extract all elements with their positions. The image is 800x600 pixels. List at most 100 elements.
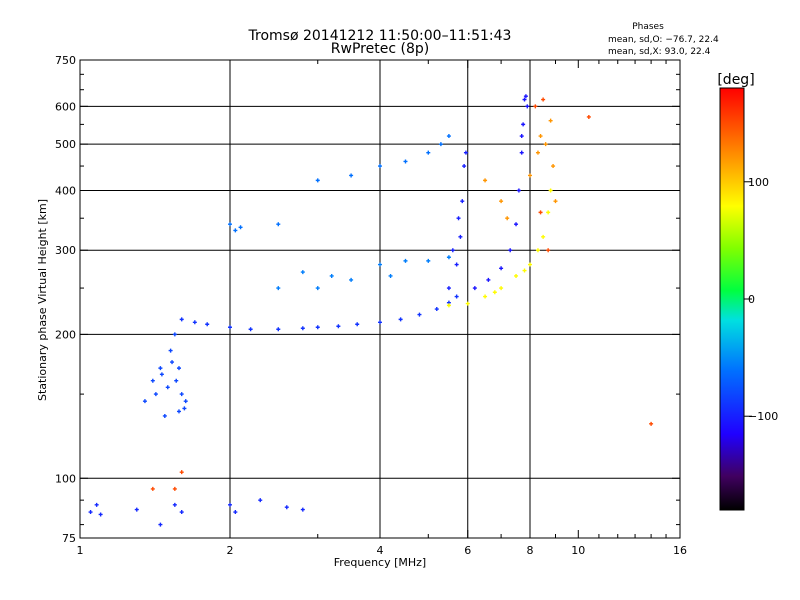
data-point: [538, 134, 543, 139]
data-point: [463, 150, 468, 155]
data-point: [541, 97, 546, 102]
y-tick-label: 750: [55, 54, 76, 67]
data-point: [329, 273, 334, 278]
colorbar: [719, 87, 745, 511]
colorbar-tick-label: 100: [748, 176, 769, 189]
data-point: [300, 507, 305, 512]
x-tick-label: 6: [464, 544, 471, 557]
data-point: [426, 258, 431, 263]
y-tick-label: 500: [55, 138, 76, 151]
axis-ticks: [79, 59, 681, 539]
data-point: [176, 409, 181, 414]
data-point: [284, 505, 289, 510]
data-point: [182, 406, 187, 411]
data-point: [315, 286, 320, 291]
y-tick-label: 300: [55, 244, 76, 257]
legend-line-x: mean, sd,X: 93.0, 22.4: [608, 47, 711, 57]
chart-title: Tromsø 20141212 11:50:00–11:51:43: [248, 28, 512, 44]
data-point: [205, 322, 210, 327]
y-tick-label: 75: [62, 532, 76, 545]
data-point: [315, 325, 320, 330]
data-point: [258, 498, 263, 503]
colorbar-label: [deg]: [717, 72, 754, 88]
data-point: [499, 266, 504, 271]
data-point: [499, 286, 504, 291]
data-point: [170, 360, 175, 365]
data-point: [462, 164, 467, 169]
data-point: [349, 173, 354, 178]
data-point: [94, 502, 99, 507]
data-point: [446, 134, 451, 139]
data-point: [276, 222, 281, 227]
grid: [80, 60, 680, 538]
data-point: [349, 277, 354, 282]
data-point: [276, 286, 281, 291]
data-point: [398, 317, 403, 322]
x-tick-label: 8: [527, 544, 534, 557]
data-point: [238, 225, 243, 230]
data-point: [465, 301, 470, 306]
data-point: [179, 510, 184, 515]
data-point: [483, 178, 488, 183]
data-point: [233, 510, 238, 515]
x-tick-label: 2: [227, 544, 234, 557]
data-point: [535, 150, 540, 155]
x-tick-label: 16: [673, 544, 687, 557]
data-point: [172, 486, 177, 491]
data-point: [516, 188, 521, 193]
data-point: [519, 134, 524, 139]
data-point: [162, 413, 167, 418]
x-tick-label: 10: [571, 544, 585, 557]
data-point: [378, 164, 382, 169]
data-point: [150, 378, 155, 383]
x-axis-label: Frequency [MHz]: [334, 556, 426, 569]
data-point: [456, 216, 461, 221]
legend-line-o: mean, sd,O: −76.7, 22.4: [608, 35, 719, 45]
data-point: [528, 262, 532, 267]
data-point: [546, 248, 551, 253]
data-point: [228, 502, 232, 507]
data-point: [649, 421, 654, 426]
data-point: [514, 222, 519, 227]
data-point: [543, 142, 548, 147]
data-point: [553, 199, 558, 204]
data-point: [183, 399, 188, 404]
data-point: [538, 210, 543, 215]
data-point: [315, 178, 320, 183]
data-point: [541, 234, 546, 239]
data-point: [388, 273, 393, 278]
data-point: [446, 286, 451, 291]
data-point: [548, 188, 553, 193]
data-point: [454, 262, 459, 267]
data-point: [458, 234, 463, 239]
data-point: [548, 118, 553, 123]
data-point: [523, 94, 528, 99]
data-point: [522, 268, 527, 273]
y-tick-label: 600: [55, 100, 76, 113]
data-point: [179, 317, 184, 322]
data-point: [535, 248, 540, 253]
data-point: [150, 486, 155, 491]
y-tick-labels: 75 100 200 300 400 500 600 750: [55, 54, 76, 545]
data-point: [158, 522, 163, 527]
legend-title: Phases: [632, 22, 664, 32]
data-point: [88, 510, 93, 515]
data-point: [514, 273, 519, 278]
data-point: [228, 222, 232, 227]
data-point: [172, 502, 177, 507]
data-point: [522, 97, 527, 102]
data-point: [546, 210, 551, 215]
data-point: [168, 348, 173, 353]
data-point: [446, 303, 451, 308]
data-point: [450, 248, 455, 253]
x-tick-labels: 1 2 4 6 8 10 16: [77, 544, 688, 557]
data-point: [533, 104, 538, 109]
data-point: [434, 307, 439, 312]
colorbar-ticks: 100 0 −100: [744, 176, 778, 423]
data-point: [300, 270, 305, 275]
y-tick-label: 200: [55, 328, 76, 341]
data-point: [454, 294, 459, 299]
data-point: [505, 216, 510, 221]
data-point: [179, 392, 184, 397]
